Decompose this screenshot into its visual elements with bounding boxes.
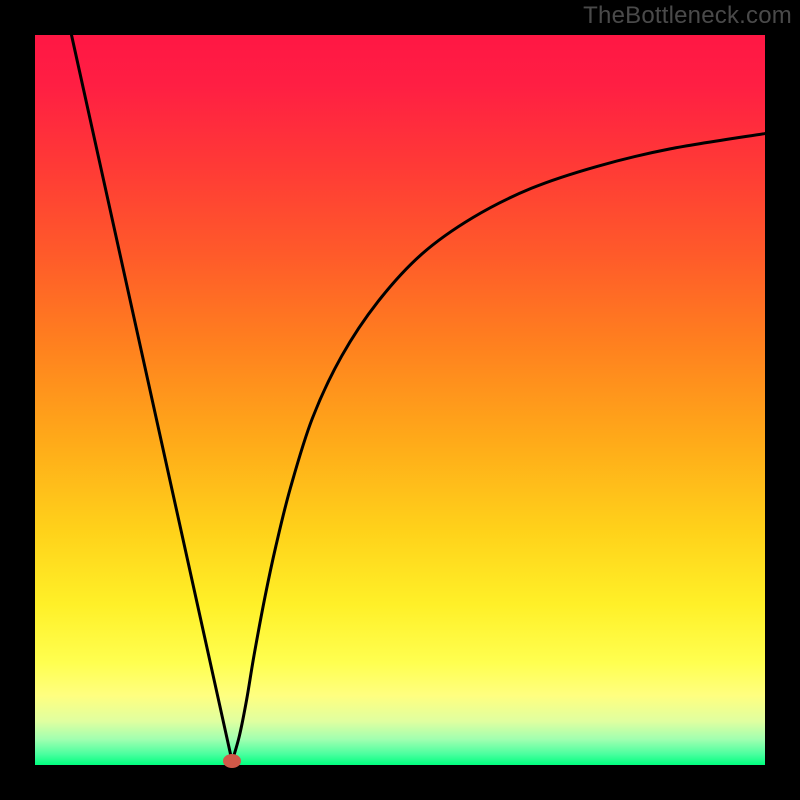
optimum-marker (223, 754, 241, 768)
plot-area (35, 35, 765, 765)
watermark-text: TheBottleneck.com (583, 2, 792, 30)
chart-container: TheBottleneck.com (0, 0, 800, 800)
